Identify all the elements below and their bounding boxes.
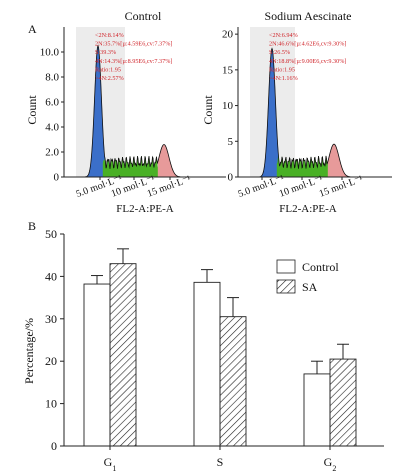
stat-line: S:39.3% (95, 49, 116, 56)
y-tick-label: 15 (222, 64, 234, 76)
stat-line: S:26.5% (269, 49, 290, 56)
x-axis-label: FL2-A:PE-A (116, 203, 174, 215)
bar-sa (109, 263, 137, 447)
legend-swatch-sa (276, 279, 296, 294)
bar-sa (329, 358, 357, 447)
cell-cycle-stats: <2N:6.94% 2N:46.6%[µ:4.62E6,cv:9.30%]S:26… (269, 32, 346, 82)
x-category-labels: G1 S G2 (104, 446, 337, 473)
stat-line: >4N:2.57% (95, 75, 124, 82)
legend: Control SA (276, 259, 339, 294)
y-tick-label: 50 (45, 227, 57, 241)
y-axis-label: Count (201, 95, 215, 125)
legend-swatch-control (276, 259, 296, 274)
y-tick-label: 30 (45, 312, 57, 326)
y-tick-label: 4.0 (45, 122, 59, 134)
y-tick-label: 8.0 (45, 72, 59, 84)
y-tick-label: 20 (45, 354, 57, 368)
y-tick-label: 40 (45, 269, 57, 283)
panel-label-a: A (28, 22, 37, 36)
y-tick-label: 0 (51, 439, 57, 453)
y-tick-label: 20 (222, 29, 234, 41)
y-tick-label: 0 (54, 172, 60, 184)
histogram-control: 02.04.06.08.010.0 5.0 mol·L⁻¹10 mol·L⁻¹1… (25, 9, 226, 215)
x-tick-label: 10 mol·L⁻¹ (278, 174, 325, 200)
y-tick-label: 6.0 (45, 97, 59, 109)
stat-line: 2N:35.7%[µ:4.59E6,cv:7.37%] (95, 41, 172, 48)
y-tick-label: 5 (228, 136, 234, 148)
stat-line: Ratio:1.95 (269, 66, 295, 73)
y-tick-labels: 0 2.0 4.0 6.0 8.0 10.0 (40, 47, 64, 184)
histogram-title: Control (125, 9, 162, 23)
category-label: G2 (324, 455, 337, 473)
stat-line: <2N:6.94% (269, 32, 298, 39)
bar-chart: 0 10 20 30 40 50 G1 S G2 Percentage/% Control S… (22, 227, 384, 473)
category-label: G1 (104, 455, 117, 473)
y-axis-label: Percentage/% (22, 318, 36, 384)
y-tick-labels: 0 5 10 15 20 (222, 29, 238, 184)
y-tick-label: 10 (45, 397, 57, 411)
legend-label-sa: SA (302, 280, 318, 294)
x-tick-label: 15 mol·L⁻¹ (318, 174, 365, 200)
stat-line: 4N:14.3%[µ:8.95E6,cv:7.37%] (95, 58, 172, 65)
stat-line: Ratio:1.95 (95, 66, 121, 73)
stat-line: <2N:8.14% (95, 32, 124, 39)
y-axis-ticks: 0 10 20 30 40 50 (45, 227, 64, 453)
bar-control (193, 281, 221, 447)
y-tick-label: 2.0 (45, 147, 59, 159)
x-axis-label: FL2-A:PE-A (279, 203, 337, 215)
y-tick-label: 10 (222, 100, 234, 112)
stat-line: 4N:18.8%[µ:9.00E6,cv:9.30%] (269, 58, 346, 65)
histogram-title: Sodium Aescinate (265, 9, 352, 23)
y-tick-label: 10.0 (40, 47, 60, 59)
panel-label-b: B (28, 219, 36, 233)
stat-line: >4N:1.16% (269, 75, 298, 82)
bar-sa (219, 316, 247, 447)
cell-cycle-stats: <2N:8.14% 2N:35.7%[µ:4.59E6,cv:7.37%]S:39… (95, 32, 172, 82)
y-axis-label: Count (25, 95, 39, 125)
bar-control (303, 373, 331, 447)
bar-series (83, 248, 357, 447)
category-label: S (217, 455, 224, 469)
legend-label-control: Control (302, 260, 339, 274)
y-tick-label: 0 (228, 172, 234, 184)
bar-control (83, 283, 111, 447)
stat-line: 2N:46.6%[µ:4.62E6,cv:9.30%] (269, 41, 346, 48)
